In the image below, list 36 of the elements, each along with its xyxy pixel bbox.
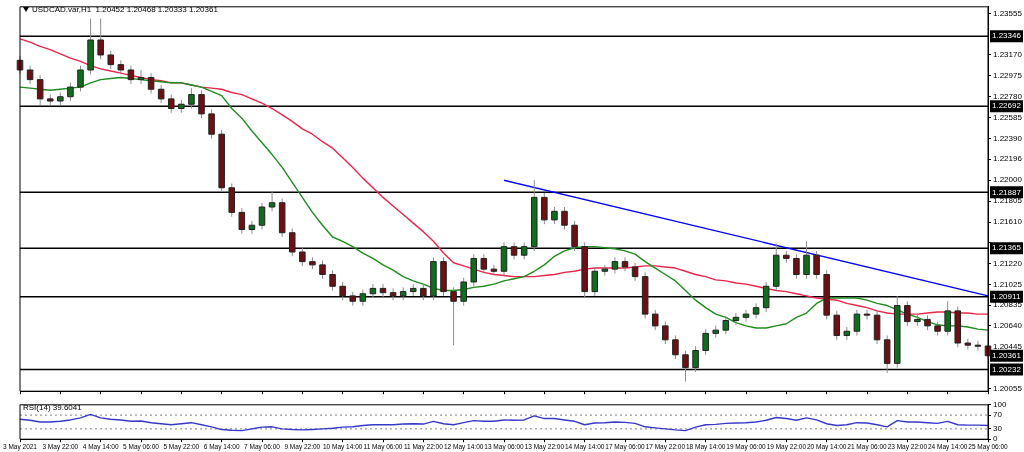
candlestick: [944, 300, 951, 337]
y-tick-label: 1.22196: [993, 154, 1023, 164]
candlestick: [329, 269, 336, 292]
annotation: 1.20361: [992, 350, 1022, 360]
candlestick: [208, 109, 215, 139]
y-tick-label: 1.21805: [993, 196, 1023, 206]
chart-title: USDCAD.var,H1 1.20452 1.20468 1.20333 1.20361: [32, 5, 218, 14]
y-tick-label: 1.20445: [993, 341, 1023, 351]
ref-line-label: 1.22692: [992, 101, 1022, 111]
y-tick-label: 1.22390: [993, 133, 1023, 143]
y-tick-label: 30: [993, 424, 1003, 434]
candlestick: [188, 87, 195, 110]
y-tick-label: 1.21610: [993, 217, 1023, 227]
y-tick-label: 100: [993, 400, 1007, 409]
y-tick-label: 1.22585: [993, 112, 1023, 122]
candlestick: [450, 286, 457, 346]
ref-line-label: 1.21365: [992, 243, 1022, 253]
y-tick-label: 1.21025: [993, 279, 1023, 289]
y-tick-label: 1.20055: [993, 383, 1023, 393]
y-tick-label: 1.23170: [993, 50, 1023, 60]
ref-line-label: 1.23346: [992, 31, 1022, 41]
y-tick-label: 1.20640: [993, 321, 1023, 331]
y-tick-label: 70: [993, 410, 1003, 420]
y-tick-label: 1.21220: [993, 258, 1023, 268]
ref-line-label: 1.20232: [992, 364, 1022, 374]
y-tick-label: 1.20835: [993, 300, 1023, 310]
y-tick-label: 1.22975: [993, 71, 1023, 81]
chart-title: RSI(14) 39.6041: [23, 403, 82, 412]
ref-line-label: 1.21887: [992, 187, 1022, 197]
candlestick: [77, 65, 84, 92]
candlestick: [319, 260, 326, 280]
y-tick-label: 1.22780: [993, 91, 1023, 101]
y-tick-label: 1.23555: [993, 8, 1023, 18]
ref-line-label: 1.20911: [992, 292, 1021, 302]
y-tick-label: 0: [993, 434, 998, 444]
y-tick-label: 1.22000: [993, 175, 1023, 185]
